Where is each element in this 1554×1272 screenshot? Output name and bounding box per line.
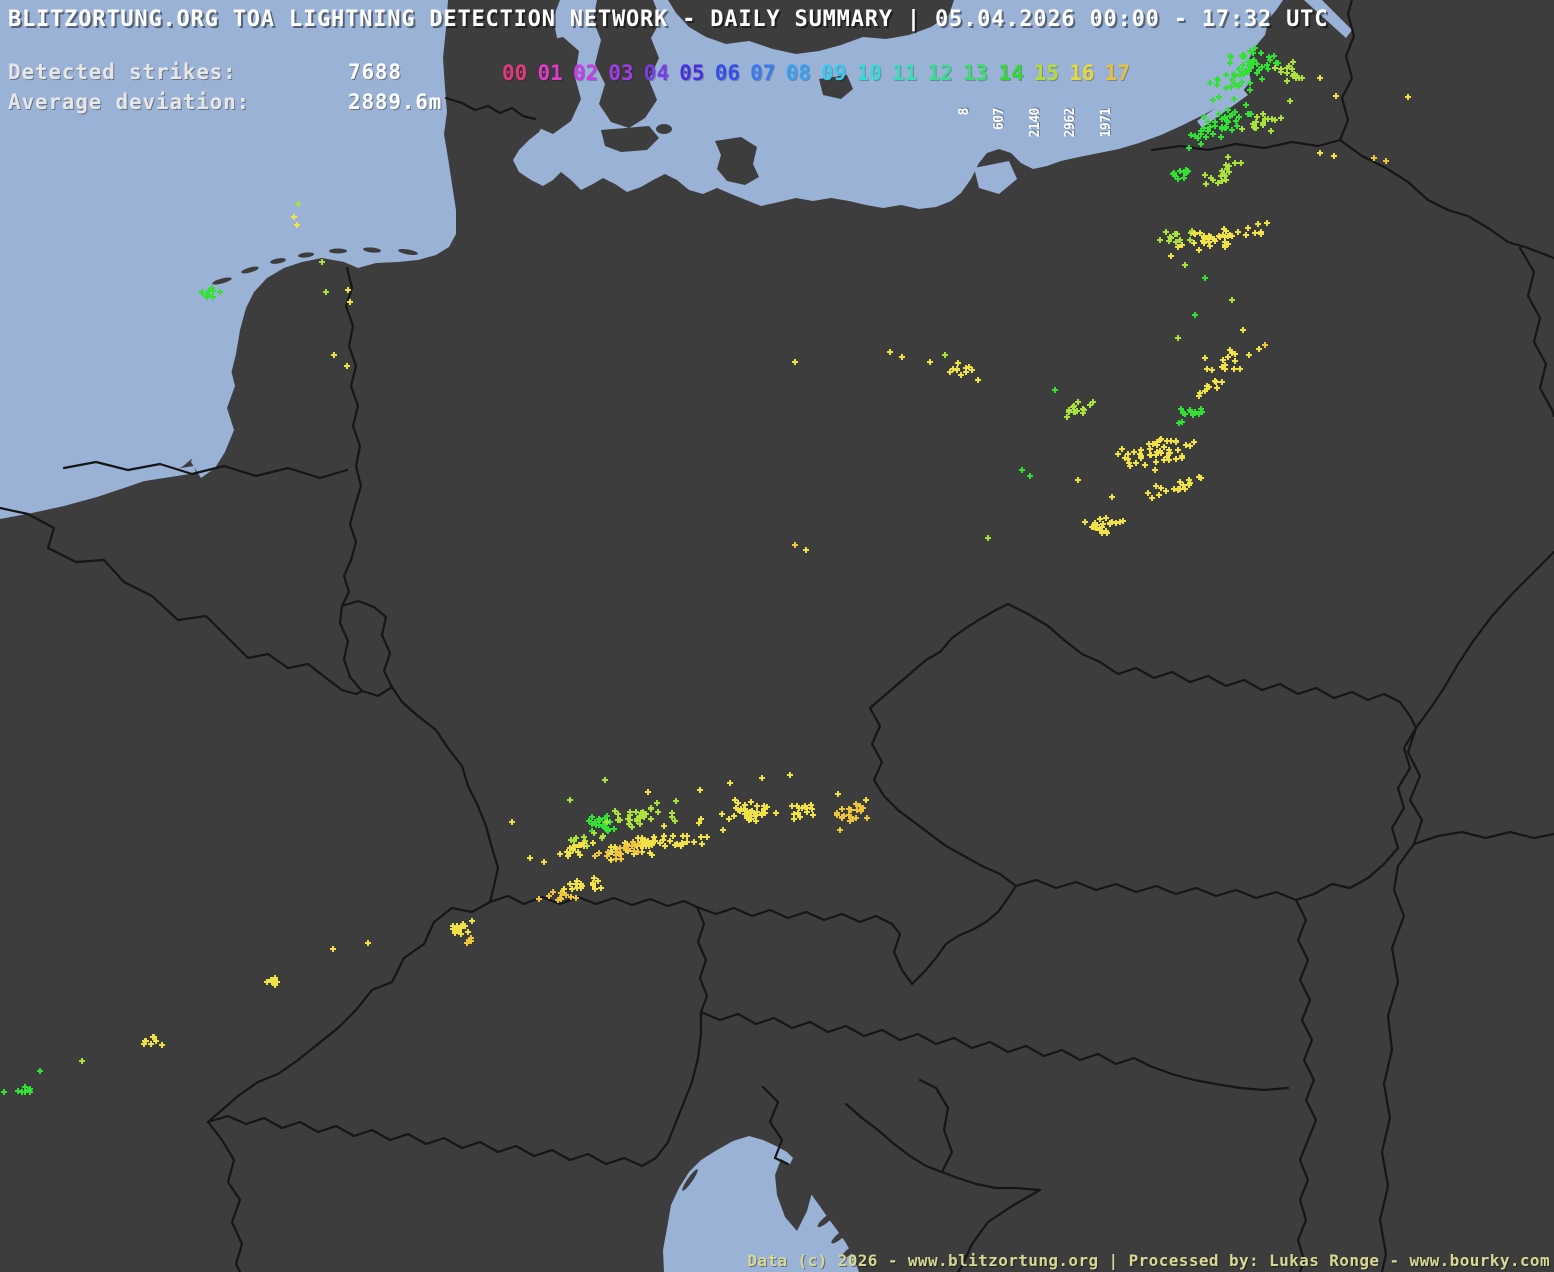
legend-hour-17: 17 bbox=[1104, 61, 1130, 85]
strikes-hour-16 bbox=[141, 75, 1411, 1048]
szczecin-lagoon bbox=[974, 161, 1017, 194]
detected-strikes-value: 7688 bbox=[348, 60, 402, 84]
legend-hour-14: 14 bbox=[998, 61, 1024, 85]
legend-hour-04: 04 bbox=[643, 61, 670, 85]
legend-hour-09: 09 bbox=[821, 61, 847, 85]
copyright-credit: Data (c) 2026 - www.blitzortung.org | Pr… bbox=[747, 1251, 1550, 1270]
zeeland-inlet bbox=[140, 446, 217, 468]
legend-hour-08: 08 bbox=[785, 61, 811, 85]
legend-hour-05: 05 bbox=[679, 61, 705, 85]
legend-hour-13: 13 bbox=[962, 61, 989, 85]
north-sea bbox=[0, 0, 456, 519]
hour-16-count: 2962 bbox=[1063, 108, 1079, 138]
hour-17-count: 1971 bbox=[1098, 108, 1114, 138]
legend-hour-07: 07 bbox=[750, 61, 776, 85]
hour-13-count: 8 bbox=[956, 108, 972, 116]
curonian-lagoon bbox=[1304, 0, 1352, 38]
legend-hour-02: 02 bbox=[572, 61, 599, 85]
zeeland-inlet bbox=[152, 424, 230, 452]
legend-hour-10: 10 bbox=[856, 61, 882, 85]
legend-hour-06: 06 bbox=[714, 61, 740, 85]
legend-hour-12: 12 bbox=[927, 61, 953, 85]
detected-strikes-label: Detected strikes: bbox=[8, 60, 237, 84]
average-deviation-value: 2889.6m bbox=[348, 90, 443, 114]
legend-hour-15: 15 bbox=[1033, 61, 1060, 85]
legend-hour-11: 11 bbox=[891, 61, 918, 85]
legend-hour-01: 01 bbox=[537, 61, 563, 85]
strikes-hour-15 bbox=[79, 59, 1305, 1064]
adriatic-sea bbox=[663, 1136, 859, 1272]
legend-hour-03: 03 bbox=[608, 61, 634, 85]
strike-markers bbox=[1, 45, 1411, 1095]
hour-14-count: 607 bbox=[992, 108, 1008, 130]
islands bbox=[212, 0, 954, 1259]
legend-hour-16: 16 bbox=[1069, 61, 1095, 85]
baltic-sea bbox=[513, 0, 1283, 209]
strikes-hour-14 bbox=[1, 45, 1281, 1095]
page-title: BLITZORTUNG.ORG TOA LIGHTNING DETECTION … bbox=[8, 7, 1329, 32]
strikes-hour-17 bbox=[464, 155, 1389, 946]
average-deviation-label: Average deviation: bbox=[8, 90, 250, 114]
hour-15-count: 2140 bbox=[1027, 108, 1043, 138]
legend-hour-00: 00 bbox=[502, 61, 528, 85]
